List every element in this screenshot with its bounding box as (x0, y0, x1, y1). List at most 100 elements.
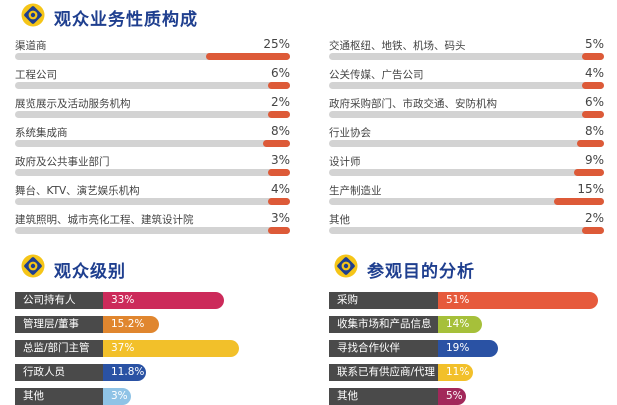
purpose-value: 51% (446, 294, 470, 306)
business-row-label: 政府及公共事业部门 (15, 156, 110, 168)
level-label: 总监/部门主管 (15, 340, 103, 357)
business-row: 渠道商 25% (15, 37, 290, 65)
level-section-icon (21, 254, 45, 278)
purpose-row: 寻找合作伙伴 19% (329, 340, 598, 357)
level-bar (103, 388, 131, 405)
level-bar (103, 364, 147, 381)
level-row: 其他 3% (15, 388, 239, 405)
business-row: 政府及公共事业部门 3% (15, 153, 290, 181)
business-bar-track (15, 111, 290, 118)
business-row-label: 公关传媒、广告公司 (329, 69, 424, 81)
purpose-bar (438, 292, 598, 309)
business-row: 舞台、KTV、演艺娱乐机构 4% (15, 182, 290, 210)
business-bar-track (15, 82, 290, 89)
business-row: 政府采购部门、市政交通、安防机构 6% (329, 95, 604, 123)
business-section-icon (21, 3, 45, 27)
level-bar (103, 292, 225, 309)
business-bar (206, 53, 290, 60)
business-row: 公关传媒、广告公司 4% (329, 66, 604, 94)
level-value: 37% (111, 342, 135, 354)
business-bar-track (15, 53, 290, 60)
business-row-value: 3% (270, 211, 290, 225)
purpose-row: 采购 51% (329, 292, 598, 309)
business-bar (582, 82, 604, 89)
business-row-value: 8% (584, 124, 604, 138)
business-bar (582, 53, 604, 60)
business-bar (268, 111, 290, 118)
business-bar (263, 140, 290, 147)
business-row: 行业协会 8% (329, 124, 604, 152)
business-row-value: 3% (270, 153, 290, 167)
business-row: 生产制造业 15% (329, 182, 604, 210)
level-bar (103, 340, 239, 357)
purpose-section-title: 参观目的分析 (367, 262, 475, 282)
business-row-value: 4% (584, 66, 604, 80)
level-row: 行政人员 11.8% (15, 364, 239, 381)
business-bar (573, 169, 604, 176)
purpose-value: 11% (446, 366, 470, 378)
level-row: 总监/部门主管 37% (15, 340, 239, 357)
business-bar-track (15, 227, 290, 234)
business-bar (553, 198, 604, 205)
business-row-label: 政府采购部门、市政交通、安防机构 (329, 98, 497, 110)
level-section-title: 观众级别 (54, 262, 126, 282)
purpose-value: 19% (446, 342, 470, 354)
business-bar-track (15, 169, 290, 176)
business-row-value: 5% (584, 37, 604, 51)
business-bar (268, 169, 290, 176)
business-row-value: 9% (584, 153, 604, 167)
business-row-value: 2% (584, 211, 604, 225)
business-row: 设计师 9% (329, 153, 604, 181)
purpose-bar (438, 388, 466, 405)
purpose-row: 其他 5% (329, 388, 598, 405)
business-bar (268, 82, 290, 89)
business-section-title: 观众业务性质构成 (54, 10, 198, 30)
level-label: 公司持有人 (15, 292, 103, 309)
business-row: 建筑照明、城市亮化工程、建筑设计院 3% (15, 211, 290, 239)
level-value: 33% (111, 294, 135, 306)
level-row: 管理层/董事 15.2% (15, 316, 239, 333)
purpose-label: 收集市场和产品信息 (329, 316, 438, 333)
purpose-bar (438, 316, 482, 333)
business-bar (577, 140, 604, 147)
business-row-label: 系统集成商 (15, 127, 68, 139)
business-row-value: 8% (270, 124, 290, 138)
purpose-label: 联系已有供应商/代理 (329, 364, 438, 381)
business-bar-track (329, 169, 604, 176)
purpose-label: 其他 (329, 388, 438, 405)
level-row: 公司持有人 33% (15, 292, 239, 309)
level-bar (103, 316, 159, 333)
business-bar (582, 111, 604, 118)
business-row: 交通枢纽、地铁、机场、码头 5% (329, 37, 604, 65)
business-bar-track (329, 82, 604, 89)
purpose-section-icon (334, 254, 358, 278)
level-value: 11.8% (111, 366, 145, 378)
business-row: 其他 2% (329, 211, 604, 239)
purpose-row: 收集市场和产品信息 14% (329, 316, 598, 333)
level-value: 3% (111, 390, 128, 402)
business-bar (268, 227, 290, 234)
business-row-value: 4% (270, 182, 290, 196)
business-row: 系统集成商 8% (15, 124, 290, 152)
business-row-label: 行业协会 (329, 127, 371, 139)
level-value: 15.2% (111, 318, 145, 330)
business-row-label: 建筑照明、城市亮化工程、建筑设计院 (15, 214, 194, 226)
purpose-label: 寻找合作伙伴 (329, 340, 438, 357)
business-row-label: 设计师 (329, 156, 361, 168)
business-bar-track (329, 111, 604, 118)
business-bar-track (15, 140, 290, 147)
business-row-label: 渠道商 (15, 40, 47, 52)
business-bar-track (329, 198, 604, 205)
level-label: 其他 (15, 388, 103, 405)
business-row-value: 15% (577, 182, 604, 196)
business-row-value: 6% (584, 95, 604, 109)
business-row-label: 展览展示及活动服务机构 (15, 98, 131, 110)
purpose-value: 14% (446, 318, 470, 330)
business-row-label: 生产制造业 (329, 185, 382, 197)
business-bar (582, 227, 604, 234)
purpose-label: 采购 (329, 292, 438, 309)
business-row-value: 2% (270, 95, 290, 109)
business-row-value: 25% (263, 37, 290, 51)
business-row-label: 其他 (329, 214, 350, 226)
purpose-bar (438, 340, 498, 357)
